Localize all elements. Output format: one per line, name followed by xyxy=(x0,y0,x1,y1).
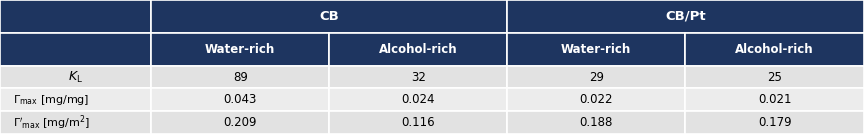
Bar xyxy=(151,88,329,111)
Bar xyxy=(329,33,507,66)
Text: CB: CB xyxy=(320,10,339,23)
Bar xyxy=(0,0,151,33)
Bar xyxy=(0,33,151,66)
Text: 32: 32 xyxy=(410,70,426,84)
Text: 0.021: 0.021 xyxy=(758,93,791,106)
Bar xyxy=(685,33,864,66)
Bar xyxy=(507,33,685,66)
Bar xyxy=(507,88,685,111)
Text: Water-rich: Water-rich xyxy=(205,43,276,56)
Text: Alcohol-rich: Alcohol-rich xyxy=(735,43,814,56)
Bar xyxy=(151,33,329,66)
Bar xyxy=(329,66,507,88)
Bar xyxy=(507,0,864,33)
Text: Alcohol-rich: Alcohol-rich xyxy=(378,43,458,56)
Bar xyxy=(507,111,685,134)
Text: Water-rich: Water-rich xyxy=(561,43,632,56)
Bar xyxy=(151,66,329,88)
Bar xyxy=(685,66,864,88)
Bar xyxy=(0,111,151,134)
Text: 29: 29 xyxy=(588,70,604,84)
Text: 0.043: 0.043 xyxy=(224,93,257,106)
Bar xyxy=(151,0,507,33)
Bar xyxy=(507,66,685,88)
Text: CB/Pt: CB/Pt xyxy=(665,10,706,23)
Text: 25: 25 xyxy=(767,70,782,84)
Text: $\it{\Gamma}'_\mathrm{max}$ [mg/m$^2$]: $\it{\Gamma}'_\mathrm{max}$ [mg/m$^2$] xyxy=(13,113,90,132)
Bar xyxy=(151,111,329,134)
Text: 0.024: 0.024 xyxy=(402,93,435,106)
Text: $\it{K}_\mathrm{L}$: $\it{K}_\mathrm{L}$ xyxy=(68,70,83,85)
Text: 0.209: 0.209 xyxy=(224,116,257,129)
Bar xyxy=(0,88,151,111)
Text: 89: 89 xyxy=(232,70,248,84)
Text: 0.188: 0.188 xyxy=(580,116,613,129)
Bar xyxy=(329,88,507,111)
Text: 0.179: 0.179 xyxy=(758,116,791,129)
Text: 0.116: 0.116 xyxy=(402,116,435,129)
Bar xyxy=(329,111,507,134)
Bar xyxy=(685,111,864,134)
Bar xyxy=(0,66,151,88)
Text: 0.022: 0.022 xyxy=(580,93,613,106)
Text: $\it{\Gamma}_\mathrm{max}$ [mg/mg]: $\it{\Gamma}_\mathrm{max}$ [mg/mg] xyxy=(13,93,89,107)
Bar xyxy=(685,88,864,111)
